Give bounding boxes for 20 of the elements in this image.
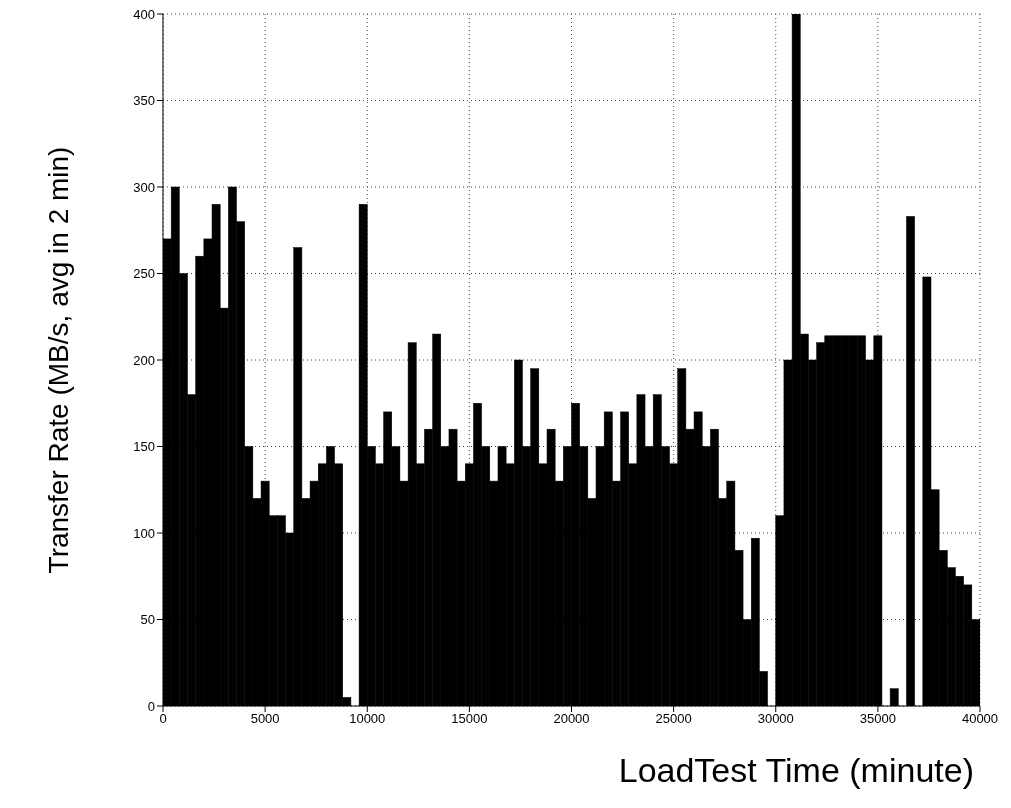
x-tick-label: 15000	[451, 711, 488, 727]
y-tick-label: 150	[133, 439, 155, 455]
y-tick-label: 300	[133, 179, 155, 195]
y-tick-label: 50	[140, 612, 155, 628]
x-tick-label: 35000	[859, 711, 896, 727]
x-tick-label: 40000	[961, 711, 999, 727]
y-tick-label: 400	[133, 6, 155, 22]
y-axis-title: Transfer Rate (MB/s, avg in 2 min)	[42, 146, 74, 574]
x-tick-label: 25000	[655, 711, 692, 727]
y-tick-label: 0	[147, 698, 155, 714]
y-tick-label: 350	[133, 93, 155, 109]
y-tick-label: 200	[133, 352, 155, 368]
x-tick-label: 5000	[250, 711, 280, 727]
y-tick-label: 100	[133, 525, 155, 541]
x-axis-title: LoadTest Time (minute)	[618, 751, 974, 789]
x-tick-label: 10000	[349, 711, 386, 727]
y-tick-label: 250	[133, 266, 155, 282]
x-tick-label: 20000	[553, 711, 590, 727]
x-tick-label: 0	[159, 711, 167, 727]
x-tick-label: 30000	[757, 711, 794, 727]
